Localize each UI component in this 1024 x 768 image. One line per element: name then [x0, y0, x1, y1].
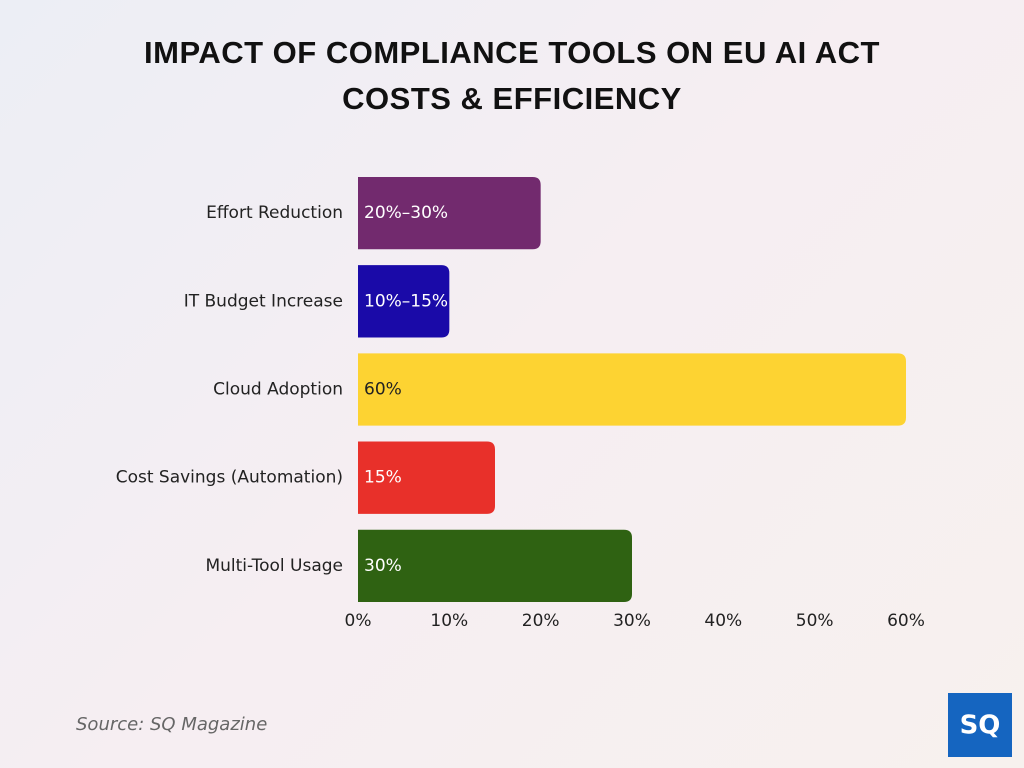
- x-tick-label: 60%: [887, 611, 925, 631]
- x-tick-label: 10%: [430, 611, 468, 631]
- logo-box: [948, 693, 1012, 757]
- value-label: 60%: [364, 380, 402, 400]
- x-tick-label: 20%: [522, 611, 560, 631]
- y-tick-label: Multi-Tool Usage: [205, 556, 343, 576]
- x-tick-label: 40%: [704, 611, 742, 631]
- source: Source: SQ Magazine: [76, 714, 267, 735]
- bar: [358, 441, 495, 514]
- x-tick-label: 30%: [613, 611, 651, 631]
- y-tick-label: Cloud Adoption: [213, 380, 343, 400]
- value-label: 20%–30%: [364, 203, 448, 223]
- value-label: 15%: [364, 468, 402, 488]
- bar: [358, 176, 541, 250]
- value-label: 30%: [364, 556, 402, 576]
- value-label: 10%–15%: [364, 291, 448, 311]
- logo: SQ: [960, 711, 1001, 741]
- y-tick-label: Effort Reduction: [206, 203, 343, 223]
- y-tick-label: Cost Savings (Automation): [116, 468, 343, 488]
- chart-title: IMPACT OF COMPLIANCE TOOLS ON EU AI ACT …: [144, 35, 880, 116]
- bar: [358, 353, 906, 426]
- bar: [358, 529, 632, 603]
- y-tick-label: IT Budget Increase: [184, 291, 343, 311]
- x-tick-label: 50%: [796, 611, 834, 631]
- x-tick-label: 0%: [345, 611, 372, 631]
- bar: [358, 265, 450, 338]
